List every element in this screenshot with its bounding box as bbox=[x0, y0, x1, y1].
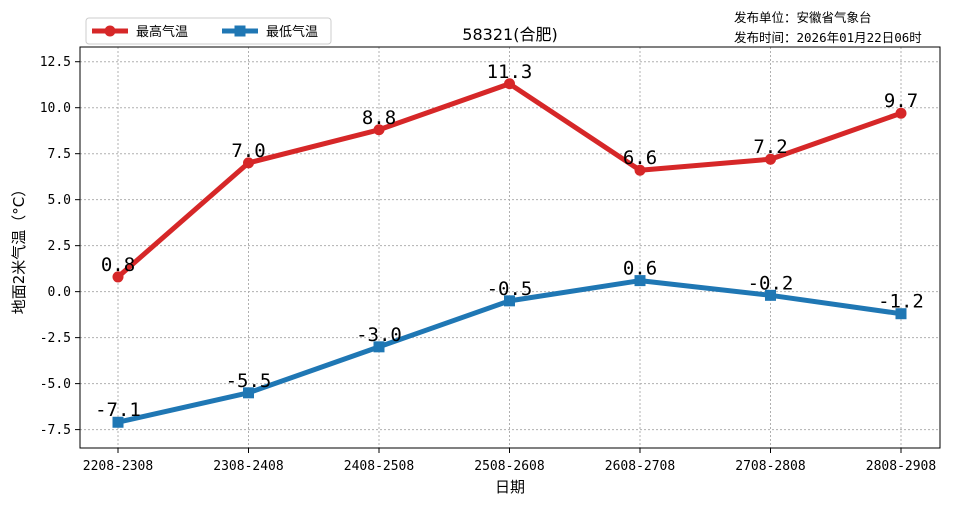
max-temp-point bbox=[765, 153, 776, 165]
min-temp-point bbox=[112, 416, 124, 428]
x-tick-label: 2708-2808 bbox=[735, 459, 805, 474]
max-temp-point bbox=[634, 164, 646, 176]
data-label-max: 7.2 bbox=[753, 136, 787, 158]
y-tick-label: 12.5 bbox=[40, 55, 71, 70]
y-tick-label: 10.0 bbox=[40, 101, 71, 116]
data-label-max: 9.7 bbox=[884, 90, 918, 112]
legend-min-marker bbox=[234, 25, 246, 37]
data-label-max: 0.8 bbox=[101, 254, 135, 276]
data-label-max: 6.6 bbox=[623, 147, 657, 169]
y-axis-ticks: -7.5 -5.0 -2.5 0.0 2.5 5.0 7.5 10.0 12.5 bbox=[40, 55, 80, 438]
data-label-min: -0.5 bbox=[487, 278, 533, 300]
legend-box bbox=[85, 17, 332, 45]
legend-max-marker bbox=[104, 25, 116, 37]
legend-max-label: 最高气温 bbox=[136, 24, 188, 40]
x-tick-label: 2808-2908 bbox=[866, 459, 936, 474]
data-label-min: -1.2 bbox=[878, 291, 924, 313]
y-tick-label: 7.5 bbox=[48, 147, 71, 162]
legend-entry-min: 最低气温 bbox=[222, 24, 318, 40]
y-tick-label: -2.5 bbox=[40, 331, 71, 346]
series-group bbox=[112, 78, 907, 428]
max-temp-point bbox=[504, 78, 515, 90]
max-temp-point bbox=[895, 107, 907, 119]
min-temp-point bbox=[373, 341, 385, 353]
min-temp-point bbox=[634, 275, 646, 287]
x-tick-label: 2208-2308 bbox=[83, 459, 153, 474]
x-tick-label: 2408-2508 bbox=[344, 459, 414, 474]
data-label-min: -0.2 bbox=[748, 272, 794, 294]
data-label-min: 0.6 bbox=[623, 258, 657, 280]
min-temp-point bbox=[765, 289, 776, 301]
legend-entry-max: 最高气温 bbox=[92, 24, 188, 40]
max-temp-point bbox=[243, 157, 254, 169]
legend: 最高气温 最低气温 bbox=[85, 17, 332, 45]
x-tick-label: 2508-2608 bbox=[474, 459, 544, 474]
data-label-min: -3.0 bbox=[356, 324, 402, 346]
min-temp-point bbox=[504, 295, 515, 307]
x-axis-ticks: 2208-2308 2308-2408 2408-2508 2508-2608 2608… bbox=[83, 448, 936, 474]
legend-min-label: 最低气温 bbox=[266, 24, 318, 40]
min-temp-point bbox=[895, 308, 907, 320]
max-temp-point bbox=[373, 124, 385, 136]
y-tick-label: 5.0 bbox=[48, 193, 71, 208]
data-labels: 0.8 7.0 8.8 11.3 6.6 7.2 9.7 -7.1 -5.5 -3.0 -0.5 0.… bbox=[95, 61, 924, 421]
publisher-unit: 发布单位：安徽省气象台 bbox=[734, 10, 872, 25]
data-label-max: 7.0 bbox=[231, 140, 265, 162]
max-temp-point bbox=[112, 271, 124, 283]
y-axis-label: 地面2米气温（°C） bbox=[10, 182, 28, 315]
y-tick-label: 0.0 bbox=[48, 285, 71, 300]
x-axis-label: 日期 bbox=[495, 478, 525, 496]
data-label-max: 11.3 bbox=[487, 61, 533, 83]
data-label-max: 8.8 bbox=[362, 107, 396, 129]
y-tick-label: -7.5 bbox=[40, 423, 71, 438]
x-tick-label: 2308-2408 bbox=[213, 459, 283, 474]
x-tick-label: 2608-2708 bbox=[605, 459, 675, 474]
min-temp-point bbox=[243, 387, 254, 399]
y-tick-label: 2.5 bbox=[48, 239, 71, 254]
y-tick-label: -5.0 bbox=[40, 377, 71, 392]
data-label-min: -7.1 bbox=[95, 399, 141, 421]
grid-lines bbox=[80, 47, 940, 448]
chart-title: 58321(合肥) bbox=[462, 25, 557, 44]
data-label-min: -5.5 bbox=[226, 370, 272, 392]
publisher-time: 发布时间：2026年01月22日06时 bbox=[734, 30, 922, 45]
